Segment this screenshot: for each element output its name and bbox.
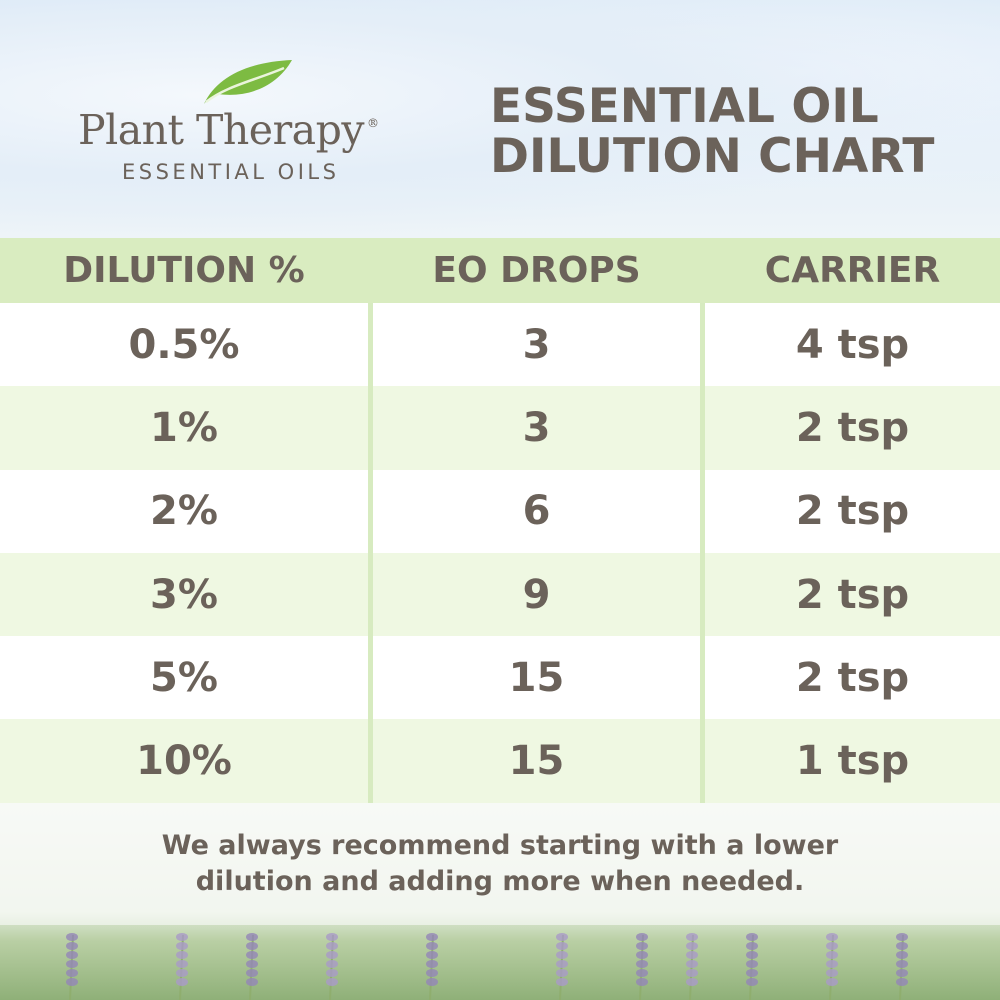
brand-subtitle: ESSENTIAL OILS — [122, 160, 340, 184]
lavender-sprig — [426, 933, 438, 1000]
table-row: 10% 15 1 tsp — [0, 719, 1000, 803]
table-cell: 15 — [368, 636, 705, 720]
lavender-sprig — [326, 933, 338, 1000]
table-cell: 1% — [150, 404, 218, 451]
table-cell: 2 tsp — [795, 488, 910, 535]
lavender-sprig — [746, 933, 758, 1000]
brand-name: Plant Therapy ® — [78, 106, 379, 154]
column-header: CARRIER — [764, 250, 941, 291]
table-cell: 15 — [368, 719, 705, 803]
table-cell: 9 — [368, 552, 705, 637]
table-cell: 3 — [368, 386, 705, 470]
column-header: EO DROPS — [432, 250, 641, 291]
table-cell: 3 — [368, 303, 705, 387]
sky-header-background — [0, 0, 1000, 238]
table-cell: 3% — [150, 571, 218, 618]
lavender-sprig — [686, 933, 698, 1000]
table-cell: 4 tsp — [795, 321, 910, 368]
dilution-table: DILUTION % EO DROPS CARRIER 0.5% 3 4 tsp 1%… — [0, 238, 1000, 803]
leaf-icon — [204, 60, 292, 104]
lavender-sprig — [176, 933, 188, 1000]
table-row: 5% 15 2 tsp — [0, 636, 1000, 720]
lavender-sprig — [636, 933, 648, 1000]
lavender-sprig — [66, 933, 78, 1000]
note-line-2: dilution and adding more when needed. — [195, 866, 805, 897]
recommendation-note: We always recommend starting with a lowe… — [0, 803, 1000, 925]
lavender-flowers-image — [66, 933, 908, 1000]
table-cell: 0.5% — [128, 321, 240, 368]
table-cell: 10% — [136, 738, 232, 785]
lavender-sprig — [556, 933, 568, 1000]
table-cell: 2 tsp — [795, 404, 910, 451]
title-line-2: DILUTION CHART — [490, 129, 935, 184]
table-row: 2% 6 2 tsp — [0, 469, 1000, 553]
table-row: 1% 3 2 tsp — [0, 386, 1000, 470]
title-line-1: ESSENTIAL OIL — [490, 79, 879, 134]
table-cell: 6 — [368, 469, 705, 553]
lavender-sprig — [246, 933, 258, 1000]
table-cell: 5% — [150, 654, 218, 701]
table-cell: 1 tsp — [795, 738, 910, 785]
plant-therapy-logo: Plant Therapy ® ESSENTIAL OILS — [78, 58, 438, 188]
table-cell: 2 tsp — [795, 654, 910, 701]
table-row: 0.5% 3 4 tsp — [0, 303, 1000, 387]
lavender-sprig — [826, 933, 838, 1000]
column-header: DILUTION % — [63, 250, 305, 291]
page-title: ESSENTIAL OIL DILUTION CHART — [490, 82, 934, 182]
note-line-1: We always recommend starting with a lowe… — [161, 830, 839, 861]
table-cell: 2% — [150, 488, 218, 535]
table-header: DILUTION % EO DROPS CARRIER — [0, 238, 1000, 303]
table-row: 3% 9 2 tsp — [0, 552, 1000, 637]
lavender-sprig — [896, 933, 908, 1000]
table-cell: 2 tsp — [795, 571, 910, 618]
